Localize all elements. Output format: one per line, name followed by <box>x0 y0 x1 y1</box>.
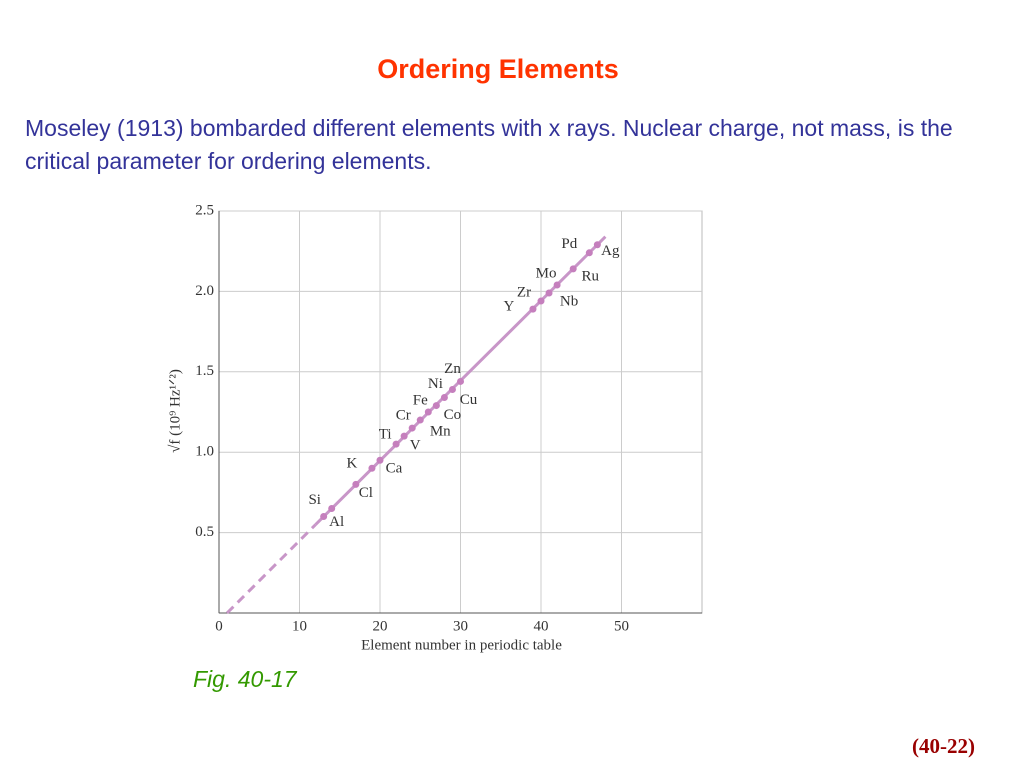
data-point <box>537 297 545 305</box>
data-point <box>416 416 424 424</box>
data-point <box>585 249 593 257</box>
page-number: (40-22) <box>912 734 975 758</box>
data-point <box>408 424 416 432</box>
data-point <box>529 305 537 313</box>
point-label: V <box>410 438 421 454</box>
point-label: Ru <box>581 268 599 284</box>
point-label: Co <box>444 407 462 423</box>
point-label: Si <box>308 492 321 508</box>
point-label: Ni <box>428 376 443 392</box>
data-point <box>320 513 328 521</box>
point-label: Ca <box>386 461 403 477</box>
body-text: Moseley (1913) bombarded different eleme… <box>25 115 953 174</box>
data-point <box>593 241 601 249</box>
y-axis-label: √f (10⁹ Hz¹ᐟ²) <box>167 369 183 453</box>
point-label: Fe <box>413 392 428 408</box>
data-point <box>400 432 408 440</box>
point-label: Pd <box>561 236 577 252</box>
data-point <box>352 480 360 488</box>
data-point <box>457 377 464 385</box>
data-point <box>545 289 553 297</box>
fit-line <box>225 523 317 615</box>
point-label: Zn <box>444 361 461 377</box>
point-label: Y <box>504 299 515 315</box>
point-label: Cu <box>460 392 478 408</box>
x-axis-label: Element number in periodic table <box>361 637 562 653</box>
point-label: Ag <box>601 243 620 259</box>
y-tick-label: 0.5 <box>195 524 214 540</box>
data-point <box>392 440 400 448</box>
point-label: Nb <box>560 293 578 309</box>
data-point <box>448 385 456 393</box>
x-tick-label: 50 <box>614 618 629 634</box>
x-tick-label: 10 <box>292 618 307 634</box>
y-tick-label: 1.5 <box>195 363 214 379</box>
y-tick-label: 2.0 <box>195 283 214 299</box>
point-label: K <box>347 456 358 472</box>
figure-caption: Fig. 40-17 <box>193 666 297 692</box>
data-point <box>440 394 448 402</box>
point-label: Cr <box>396 408 411 424</box>
y-tick-label: 1.0 <box>195 444 214 460</box>
data-point <box>376 456 384 464</box>
data-point <box>328 504 336 512</box>
data-point <box>368 464 376 472</box>
point-label: Mn <box>430 423 451 439</box>
slide-title: Ordering Elements <box>377 54 619 84</box>
point-label: Mo <box>536 265 557 281</box>
point-label: Al <box>329 514 344 530</box>
x-tick-label: 0 <box>215 618 223 634</box>
x-tick-label: 40 <box>534 618 549 634</box>
point-label: Ti <box>379 427 392 443</box>
point-label: Cl <box>359 485 373 501</box>
data-point <box>569 265 577 273</box>
data-point <box>553 281 561 289</box>
x-tick-label: 30 <box>453 618 468 634</box>
data-point <box>424 408 432 416</box>
data-point <box>432 402 440 410</box>
y-tick-label: 2.5 <box>195 202 214 218</box>
x-tick-label: 20 <box>373 618 388 634</box>
point-label: Zr <box>517 284 531 300</box>
